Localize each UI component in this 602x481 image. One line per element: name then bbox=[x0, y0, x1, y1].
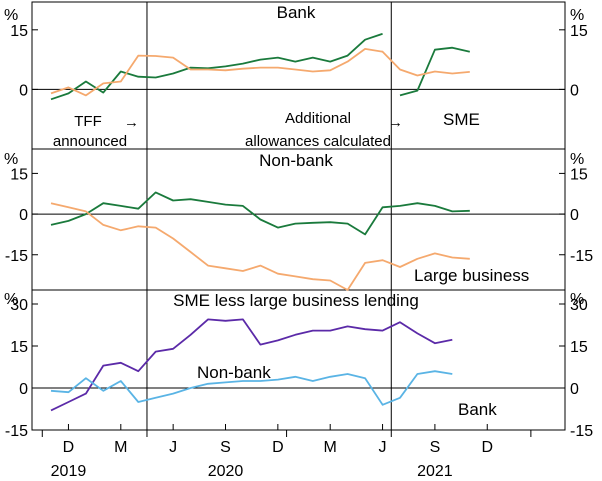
y-tick-label-right-bank: 0 bbox=[570, 82, 579, 99]
annotation-allowances-arrow: → bbox=[388, 114, 403, 131]
series-line-bank-sme bbox=[50, 32, 383, 101]
series-line-bank-sme bbox=[399, 46, 471, 97]
unit-label-right-2: % bbox=[570, 151, 584, 168]
y-tick-label-left-sme_less_large: -15 bbox=[5, 423, 28, 440]
unit-label-left-2: % bbox=[4, 151, 18, 168]
unit-label-left-1: % bbox=[4, 7, 18, 24]
y-tick-label-right-sme_less_large: 15 bbox=[570, 339, 588, 356]
y-tick-label-left-sme_less_large: 0 bbox=[19, 381, 28, 398]
y-tick-label-right-bank: 15 bbox=[570, 23, 588, 40]
unit-label-right-3: % bbox=[570, 291, 584, 308]
x-year-label: 2019 bbox=[51, 463, 87, 480]
y-tick-label-right-non_bank: -15 bbox=[570, 248, 593, 265]
annotation-tff-line2: announced bbox=[53, 133, 127, 150]
unit-label-right-1: % bbox=[570, 7, 584, 24]
y-tick-label-left-non_bank: 0 bbox=[19, 207, 28, 224]
plot-frame bbox=[31, 1, 566, 431]
x-tick-label: D bbox=[481, 439, 493, 456]
annotation-allowances-line1: Additional bbox=[285, 110, 351, 127]
unit-label-left-3: % bbox=[4, 291, 18, 308]
x-tick-label: S bbox=[220, 439, 231, 456]
x-tick-label: J bbox=[379, 439, 387, 456]
series-line-sme_less_large-bank bbox=[50, 370, 453, 406]
panel-title-sme-less-large: SME less large business lending bbox=[173, 291, 419, 310]
y-tick-label-right-non_bank: 15 bbox=[570, 166, 588, 183]
y-tick-label-left-bank: 0 bbox=[19, 82, 28, 99]
x-tick-label: J bbox=[169, 439, 177, 456]
series-label-large-business: Large business bbox=[414, 266, 529, 285]
x-year-label: 2020 bbox=[208, 463, 244, 480]
y-tick-label-right-non_bank: 0 bbox=[570, 207, 579, 224]
y-tick-label-right-sme_less_large: 0 bbox=[570, 381, 579, 398]
annotation-tff-arrow: → bbox=[124, 114, 139, 131]
series-line-bank-large-business bbox=[50, 48, 470, 97]
y-tick-label-left-non_bank: -15 bbox=[5, 248, 28, 265]
x-tick-label: M bbox=[324, 439, 337, 456]
annotation-tff-line1: TFF bbox=[74, 113, 102, 130]
series-line-non_bank-large-business bbox=[50, 202, 470, 291]
x-tick-label: D bbox=[272, 439, 284, 456]
series-line-sme_less_large-non-bank bbox=[50, 318, 453, 412]
series-label-sme: SME bbox=[443, 110, 480, 129]
panel-title-non-bank: Non-bank bbox=[259, 151, 333, 170]
y-tick-label-right-sme_less_large: 30 bbox=[570, 297, 588, 314]
panel-title-bank: Bank bbox=[277, 3, 316, 22]
x-tick-label: M bbox=[114, 439, 127, 456]
y-tick-label-left-non_bank: 15 bbox=[10, 166, 28, 183]
series-line-non_bank-sme bbox=[50, 191, 470, 236]
y-tick-label-left-bank: 15 bbox=[10, 23, 28, 40]
series-label-non-bank: Non-bank bbox=[197, 363, 271, 382]
y-tick-label-right-sme_less_large: -15 bbox=[570, 423, 593, 440]
x-year-label: 2021 bbox=[417, 463, 453, 480]
y-tick-label-left-sme_less_large: 15 bbox=[10, 339, 28, 356]
chart-marks: 0 0 15 15 -15 -15 0 0 15 15 -15 -15 0 0 15 15 30 30 D M J S D M… bbox=[5, 23, 593, 480]
x-tick-label: S bbox=[430, 439, 441, 456]
series-label-bank: Bank bbox=[458, 400, 497, 419]
y-tick-label-left-sme_less_large: 30 bbox=[10, 297, 28, 314]
x-tick-label: D bbox=[63, 439, 75, 456]
annotation-allowances-line2: allowances calculated bbox=[245, 133, 391, 150]
